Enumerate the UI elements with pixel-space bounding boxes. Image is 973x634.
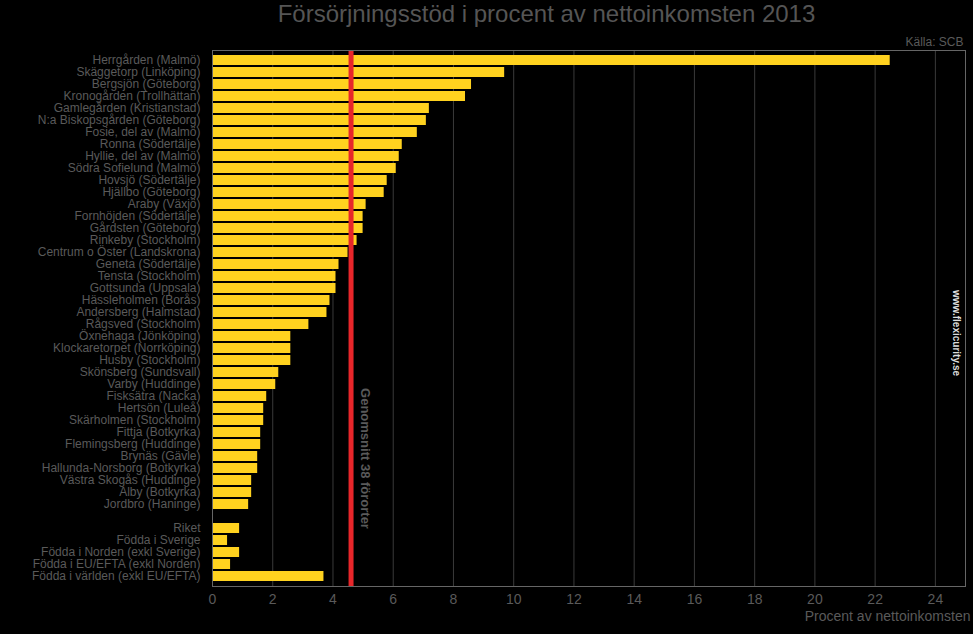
svg-text:Varby (Huddinge): Varby (Huddinge) [107,377,201,392]
svg-text:Ronna (Södertälje): Ronna (Södertälje) [99,137,201,152]
svg-text:N:a Biskopsgården (Göteborg): N:a Biskopsgården (Göteborg) [37,113,201,128]
svg-text:10: 10 [506,591,522,607]
svg-text:Bergsjön (Göteborg): Bergsjön (Göteborg) [91,77,201,92]
svg-text:Gamlegården (Kristianstad): Gamlegården (Kristianstad) [53,101,201,116]
svg-text:Brynäs (Gävle): Brynäs (Gävle) [120,449,201,464]
svg-text:Geneta (Södertälje): Geneta (Södertälje) [95,257,201,272]
svg-text:Hässleholmen (Borås): Hässleholmen (Borås) [81,293,201,308]
svg-text:Födda i Sverige: Födda i Sverige [116,533,201,548]
svg-text:16: 16 [687,591,703,607]
svg-text:Födda i världen (exkl EU/EFTA): Födda i världen (exkl EU/EFTA) [32,569,201,583]
svg-text:2: 2 [269,591,277,607]
svg-text:Skönsberg (Sundsvall): Skönsberg (Sundsvall) [79,365,201,380]
svg-text:6: 6 [389,591,397,607]
svg-text:0: 0 [209,591,217,607]
svg-text:Fittja (Botkyrka): Fittja (Botkyrka) [116,425,201,440]
svg-text:Kronogården (Trollhättan): Kronogården (Trollhättan) [63,89,201,104]
svg-text:22: 22 [867,591,883,607]
svg-text:Hovsjö (Södertälje): Hovsjö (Södertälje) [98,173,201,188]
svg-text:Södra Sofielund (Malmö): Södra Sofielund (Malmö) [67,161,201,176]
svg-text:Hertsön (Luleå): Hertsön (Luleå) [117,401,201,416]
svg-text:Födda i Norden (exkl Sverige): Födda i Norden (exkl Sverige) [41,545,201,560]
svg-text:Födda i EU/EFTA (exkl Norden): Födda i EU/EFTA (exkl Norden) [32,557,201,572]
svg-text:12: 12 [566,591,582,607]
svg-text:Procent av nettoinkomsten: Procent av nettoinkomsten [805,608,971,624]
svg-text:Klockaretorpet (Norrköping): Klockaretorpet (Norrköping) [53,341,201,356]
svg-text:Alby (Botkyrka): Alby (Botkyrka) [119,485,201,500]
svg-text:Andersberg (Halmstad): Andersberg (Halmstad) [76,305,201,320]
svg-text:Gårdsten (Göteborg): Gårdsten (Göteborg) [89,221,201,236]
svg-text:Västra Skogås (Huddinge): Västra Skogås (Huddinge) [59,473,201,488]
svg-text:14: 14 [626,591,642,607]
svg-text:Centrum o Öster (Landskrona): Centrum o Öster (Landskrona) [37,245,201,260]
html-text:Försörjningsstöd i procent av: Försörjningsstöd i procent av nettoinkom… [277,0,816,27]
svg-text:Hyllie, del av (Malmö): Hyllie, del av (Malmö) [85,149,201,164]
svg-text:Fisksätra (Nacka): Fisksätra (Nacka) [106,389,201,404]
svg-text:20: 20 [807,591,823,607]
svg-text:Husby (Stockholm): Husby (Stockholm) [99,353,201,368]
svg-text:Gottsunda (Uppsala): Gottsunda (Uppsala) [89,281,201,296]
html-text:www.flexicurity.se: www.flexicurity.se [951,290,962,377]
svg-text:Tensta (Stockholm): Tensta (Stockholm) [97,269,201,284]
svg-text:Herrgården (Malmö): Herrgården (Malmö) [92,53,201,68]
svg-text:Jordbro (Haninge): Jordbro (Haninge) [104,497,201,511]
svg-text:4: 4 [329,591,337,607]
svg-text:24: 24 [928,591,944,607]
svg-text:Hjällbo (Göteborg): Hjällbo (Göteborg) [102,185,201,200]
svg-text:Fosie, del av (Malmö): Fosie, del av (Malmö) [85,125,201,140]
svg-text:Skärholmen (Stockholm): Skärholmen (Stockholm) [69,413,201,428]
svg-text:Källa: SCB: Källa: SCB [905,35,963,49]
svg-text:Riket: Riket [173,521,201,536]
svg-text:Hallunda-Norsborg (Botkyrka): Hallunda-Norsborg (Botkyrka) [41,461,201,476]
svg-text:8: 8 [450,591,458,607]
svg-text:Öxnehaga (Jönköping): Öxnehaga (Jönköping) [79,329,201,344]
svg-text:Genomsnitt 38 förorter: Genomsnitt 38 förorter [358,388,373,529]
svg-text:Skäggetorp (Linköping): Skäggetorp (Linköping) [76,65,201,80]
svg-text:18: 18 [747,591,763,607]
svg-text:Rågsved (Stockholm): Rågsved (Stockholm) [85,317,201,332]
svg-text:Fornhöjden (Södertälje): Fornhöjden (Södertälje) [74,209,201,224]
svg-text:Flemingsberg (Huddinge): Flemingsberg (Huddinge) [65,437,201,452]
svg-text:Araby (Växjö): Araby (Växjö) [127,197,201,212]
svg-text:Rinkeby (Stockholm): Rinkeby (Stockholm) [89,233,201,248]
